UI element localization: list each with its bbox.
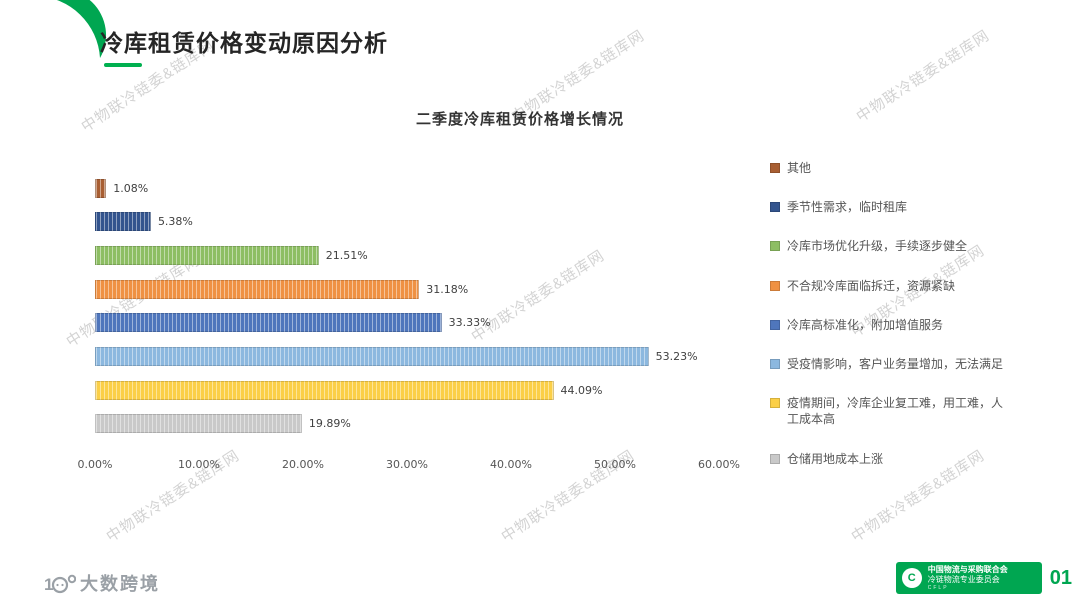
bar (95, 212, 151, 232)
legend-item: 冷库高标准化，附加增值服务 (770, 317, 1008, 333)
corner-decoration (18, 0, 128, 79)
bar-row: 33.33% (95, 313, 719, 333)
green-swoosh-icon (56, 0, 107, 58)
legend-item: 仓储用地成本上涨 (770, 451, 1008, 467)
x-axis-tick: 0.00% (77, 458, 113, 471)
legend-swatch (770, 241, 780, 252)
page-title: 冷库租赁价格变动原因分析 (100, 30, 388, 56)
bar-value-label: 5.38% (157, 215, 193, 229)
legend-label: 仓储用地成本上涨 (787, 451, 884, 466)
legend-label: 疫情期间，冷库企业复工难，用工难，人工成本高 (787, 396, 1004, 427)
brand-icon: 1 (44, 574, 76, 594)
svg-text:1: 1 (44, 575, 55, 594)
bar-value-label: 53.23% (655, 350, 698, 364)
bar (95, 347, 649, 367)
bar-chart: 1.08% 5.38% 21.51% 31.18% 33.33% 53.23% 44.09%… (95, 178, 719, 434)
x-axis-tick: 40.00% (490, 458, 532, 471)
legend-item: 冷库市场优化升级，手续逐步健全 (770, 238, 1008, 254)
bar-row: 21.51% (95, 245, 719, 265)
brand-logo: 1 大数跨境 (44, 570, 160, 596)
legend-label: 冷库高标准化，附加增值服务 (787, 317, 944, 332)
legend-item: 疫情期间，冷库企业复工难，用工难，人工成本高 (770, 395, 1008, 427)
watermark: 中物联冷链委&链库网 (853, 26, 993, 126)
org-badge: C 中国物流与采购联合会 冷链物流专业委员会 CFLP (895, 562, 1042, 594)
legend-label: 季节性需求，临时租库 (787, 200, 908, 215)
legend-label: 不合规冷库面临拆迁，资源紧缺 (787, 278, 956, 293)
x-axis-tick: 60.00% (698, 458, 740, 471)
legend-swatch (770, 453, 780, 464)
legend-label: 冷库市场优化升级，手续逐步健全 (787, 239, 968, 254)
org-abbreviation: CFLP (927, 584, 949, 591)
brand-name: 大数跨境 (80, 574, 160, 594)
legend-swatch (770, 398, 780, 409)
bar (95, 245, 319, 265)
legend-label: 其他 (787, 161, 812, 175)
x-axis-tick: 50.00% (594, 458, 636, 471)
legend-item: 不合规冷库面临拆迁，资源紧缺 (770, 278, 1008, 294)
legend-swatch (770, 280, 780, 291)
bar (95, 414, 302, 434)
legend-swatch (770, 319, 780, 330)
legend-swatch (770, 163, 780, 173)
bar-row: 31.18% (95, 279, 719, 299)
bar-row: 53.23% (95, 347, 719, 367)
legend-swatch (770, 358, 780, 369)
legend-item: 受疫情影响，客户业务量增加，无法满足 (770, 356, 1008, 372)
bar (95, 380, 554, 400)
bar (95, 178, 107, 198)
x-axis: 0.00% 10.00% 20.00% 30.00% 40.00% 50.00% 60.00… (78, 458, 740, 474)
bar-value-label: 19.89% (308, 417, 351, 431)
legend-swatch (770, 202, 780, 213)
footer-right: C 中国物流与采购联合会 冷链物流专业委员会 CFLP 01 (895, 562, 1072, 594)
bar-value-label: 1.08% (113, 181, 149, 195)
bar-value-label: 33.33% (448, 316, 491, 330)
bar-value-label: 31.18% (426, 282, 469, 296)
legend-label: 受疫情影响，客户业务量增加，无法满足 (787, 356, 1004, 371)
legend-item: 其他 (770, 160, 1008, 176)
chart-title: 二季度冷库租赁价格增长情况 (415, 111, 624, 128)
page-number: 01 (1049, 566, 1072, 589)
org-name-line1: 中国物流与采购联合会 (927, 565, 1008, 575)
org-name-line2: 冷链物流专业委员会 (927, 575, 1000, 584)
bar-row: 5.38% (95, 212, 719, 232)
bar-row: 44.09% (95, 380, 719, 400)
bar-value-label: 44.09% (560, 383, 603, 397)
bar-row: 19.89% (95, 414, 719, 434)
bar (95, 313, 442, 333)
x-axis-tick: 10.00% (178, 458, 220, 471)
bar (95, 279, 420, 299)
x-axis-tick: 20.00% (282, 458, 324, 471)
bar-value-label: 21.51% (325, 248, 368, 262)
chart-legend: 其他季节性需求，临时租库冷库市场优化升级，手续逐步健全 不合规冷库面临拆迁，资源紧… (770, 160, 1008, 467)
x-axis-tick: 30.00% (386, 458, 428, 471)
legend-item: 季节性需求，临时租库 (770, 199, 1008, 215)
bar-row: 1.08% (95, 178, 719, 198)
org-logo-icon: C (901, 568, 922, 588)
title-underline (104, 63, 142, 67)
